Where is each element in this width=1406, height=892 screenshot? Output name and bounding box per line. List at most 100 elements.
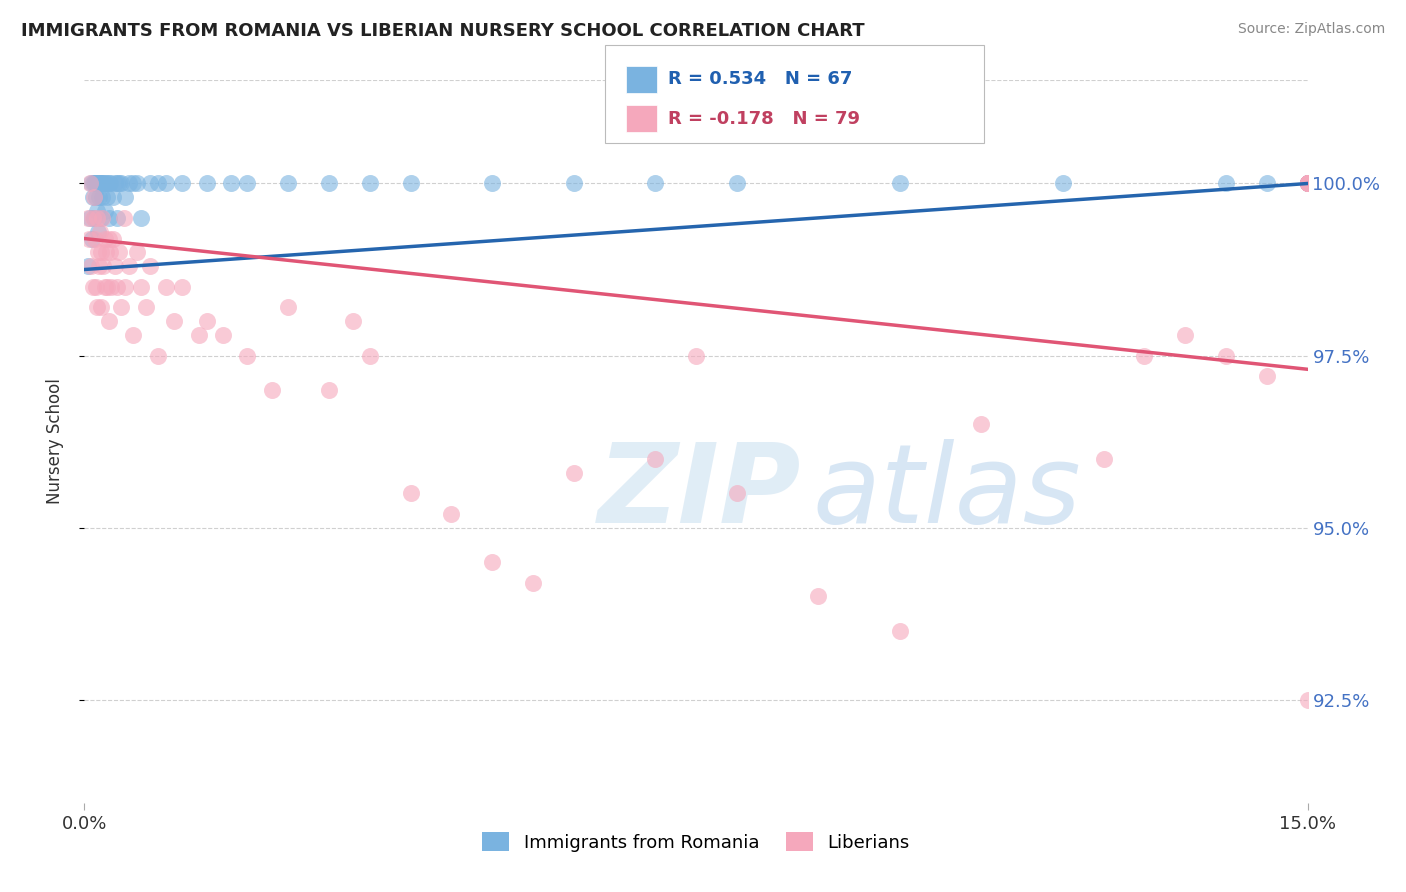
Point xyxy=(277,177,299,191)
Point xyxy=(219,177,242,191)
Point xyxy=(76,211,98,225)
Point xyxy=(97,231,120,245)
Point xyxy=(1296,177,1319,191)
Point xyxy=(725,177,748,191)
Point xyxy=(91,190,114,204)
Point xyxy=(91,211,114,225)
Text: ZIP: ZIP xyxy=(598,439,801,546)
Point xyxy=(84,177,107,191)
Point xyxy=(104,259,127,273)
Point xyxy=(807,590,830,604)
Point xyxy=(195,314,218,328)
Point xyxy=(93,279,115,293)
Point xyxy=(101,231,124,245)
Point xyxy=(1296,177,1319,191)
Point xyxy=(172,279,194,293)
Point xyxy=(86,177,108,191)
Point xyxy=(90,245,112,260)
Point xyxy=(155,279,177,293)
Point xyxy=(970,417,993,432)
Point xyxy=(107,177,129,191)
Point xyxy=(1174,327,1197,342)
Point xyxy=(83,190,105,204)
Point xyxy=(97,211,120,225)
Point xyxy=(399,486,422,500)
Point xyxy=(93,231,115,245)
Point xyxy=(1296,177,1319,191)
Point xyxy=(236,177,259,191)
Point xyxy=(1256,369,1278,384)
Point xyxy=(1296,177,1319,191)
Text: atlas: atlas xyxy=(813,439,1081,546)
Point xyxy=(77,259,100,273)
Point xyxy=(236,349,259,363)
Point xyxy=(84,190,107,204)
Point xyxy=(87,259,110,273)
Point xyxy=(105,177,128,191)
Point xyxy=(96,177,118,191)
Point xyxy=(80,259,103,273)
Point xyxy=(83,211,105,225)
Point xyxy=(96,190,118,204)
Point xyxy=(86,301,108,315)
Point xyxy=(90,177,112,191)
Point xyxy=(93,177,115,191)
Point xyxy=(89,225,111,239)
Point xyxy=(114,279,136,293)
Point xyxy=(359,177,381,191)
Point xyxy=(1296,177,1319,191)
Point xyxy=(91,259,114,273)
Point xyxy=(318,177,340,191)
Point xyxy=(110,301,132,315)
Point xyxy=(1296,692,1319,706)
Point xyxy=(277,301,299,315)
Point xyxy=(104,177,127,191)
Point xyxy=(1296,177,1319,191)
Point xyxy=(131,279,153,293)
Point xyxy=(101,190,124,204)
Point xyxy=(82,211,104,225)
Point xyxy=(83,177,105,191)
Point xyxy=(97,314,120,328)
Point xyxy=(97,177,120,191)
Point xyxy=(318,383,340,397)
Point xyxy=(146,349,169,363)
Point xyxy=(1296,177,1319,191)
Point xyxy=(889,177,911,191)
Point xyxy=(84,231,107,245)
Point xyxy=(87,190,110,204)
Point xyxy=(562,466,585,480)
Point xyxy=(146,177,169,191)
Point xyxy=(1052,177,1074,191)
Point xyxy=(91,177,114,191)
Point xyxy=(82,177,104,191)
Point xyxy=(86,177,108,191)
Legend: Immigrants from Romania, Liberians: Immigrants from Romania, Liberians xyxy=(475,825,917,859)
Point xyxy=(1296,177,1319,191)
Point xyxy=(644,177,666,191)
Point xyxy=(90,301,112,315)
Point xyxy=(342,314,364,328)
Point xyxy=(359,349,381,363)
Point xyxy=(1296,177,1319,191)
Point xyxy=(522,575,544,590)
Point xyxy=(138,259,160,273)
Point xyxy=(105,211,128,225)
Point xyxy=(644,451,666,466)
Point xyxy=(82,190,104,204)
Point xyxy=(172,177,194,191)
Point xyxy=(155,177,177,191)
Point xyxy=(1296,177,1319,191)
Point xyxy=(131,211,153,225)
Point xyxy=(1256,177,1278,191)
Point xyxy=(82,279,104,293)
Point xyxy=(1296,177,1319,191)
Text: IMMIGRANTS FROM ROMANIA VS LIBERIAN NURSERY SCHOOL CORRELATION CHART: IMMIGRANTS FROM ROMANIA VS LIBERIAN NURS… xyxy=(21,22,865,40)
Point xyxy=(1296,177,1319,191)
Point xyxy=(93,204,115,219)
Point xyxy=(1215,177,1237,191)
Point xyxy=(114,190,136,204)
Point xyxy=(725,486,748,500)
Point xyxy=(1296,177,1319,191)
Point xyxy=(1215,349,1237,363)
